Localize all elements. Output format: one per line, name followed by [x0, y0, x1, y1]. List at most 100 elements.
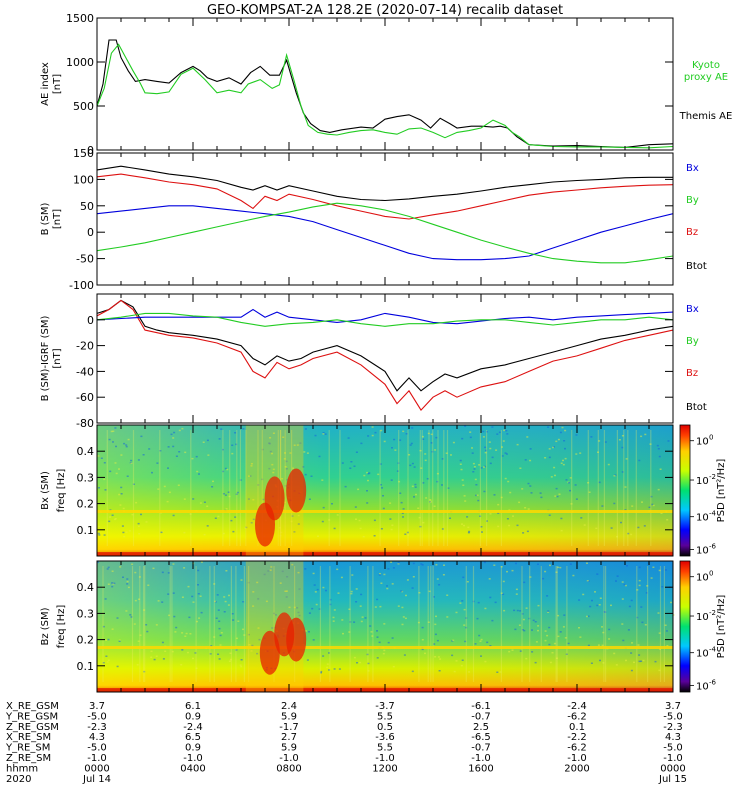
spectrogram-speckle	[599, 597, 602, 599]
spectrogram-speckle	[534, 661, 537, 664]
spectrogram-speckle	[595, 527, 598, 530]
spectrogram-speckle	[503, 429, 506, 432]
spectrogram-speckle	[587, 482, 590, 484]
spectrogram-speckle	[383, 649, 386, 652]
spectrogram-speckle	[567, 642, 570, 645]
spectrogram-speckle	[402, 616, 405, 618]
spectrogram-speckle	[578, 627, 580, 629]
spectrogram-speckle	[376, 598, 379, 601]
spectrogram-speckle	[322, 655, 325, 657]
spectrogram-speckle	[508, 524, 511, 527]
spectrogram-speckle	[298, 614, 301, 617]
spectrogram-speckle	[621, 471, 624, 473]
spectrogram-speckle	[177, 484, 180, 486]
spectrogram-speckle	[420, 563, 423, 565]
spectrogram-speckle	[644, 433, 647, 436]
spectrogram-speckle	[601, 505, 604, 507]
spectrogram-speckle	[652, 504, 655, 507]
spectrogram-speckle	[399, 439, 402, 441]
spectrogram-speckle	[658, 669, 661, 672]
spectrogram-speckle	[551, 652, 554, 654]
spectrogram-striation	[398, 430, 400, 546]
spectrogram-event	[264, 476, 285, 521]
spectrogram-speckle	[240, 665, 243, 668]
spectrogram-speckle	[360, 620, 363, 623]
spectrogram-speckle	[494, 601, 497, 604]
spectrogram-speckle	[308, 631, 310, 633]
ephemeris-cell: 4.3	[665, 732, 681, 743]
spectrogram-speckle	[506, 433, 509, 435]
spectrogram-speckle	[383, 440, 386, 443]
spectrogram-speckle	[115, 445, 117, 448]
spectrogram-speckle	[419, 525, 422, 528]
spectrogram-speckle	[336, 514, 339, 516]
spectrogram-speckle	[390, 561, 393, 563]
spectrogram-speckle	[405, 594, 407, 597]
spectrogram-speckle	[666, 519, 669, 521]
spectrogram-speckle	[442, 574, 445, 576]
spectrogram-speckle	[310, 475, 313, 477]
spectrogram-striation	[529, 566, 531, 682]
spectrogram-speckle	[129, 614, 132, 616]
spectrogram-speckle	[604, 441, 607, 443]
ephemeris-cell: 3.7	[665, 701, 681, 712]
spectrogram-speckle	[525, 657, 528, 660]
spectrogram-speckle	[586, 580, 589, 582]
spectrogram-speckle	[646, 585, 649, 587]
spectrogram-speckle	[435, 436, 438, 439]
ephemeris-cell: 0.5	[377, 722, 393, 733]
spectrogram-speckle	[328, 652, 330, 654]
spectrogram-speckle	[502, 440, 505, 442]
spectrogram-speckle	[638, 459, 641, 462]
spectrogram-speckle	[226, 468, 229, 471]
spectrogram-speckle	[157, 600, 160, 602]
spectrogram-striation	[500, 430, 502, 546]
colorbar-tick-exponent: -2	[709, 473, 716, 481]
spectrogram-speckle	[507, 480, 510, 483]
spectrogram-speckle	[250, 522, 253, 524]
spectrogram-striation	[659, 566, 662, 682]
ephemeris-row-label: Z_RE_GSM	[6, 722, 59, 733]
plot-frame	[96, 17, 674, 151]
spectrogram-speckle	[123, 535, 126, 538]
series-bz	[96, 299, 674, 412]
spectrogram-speckle	[414, 486, 417, 488]
spectrogram-speckle	[159, 450, 162, 452]
spectrogram-speckle	[406, 579, 409, 581]
spectrogram-speckle	[479, 640, 482, 642]
spectrogram-speckle	[631, 505, 634, 507]
spectrogram-speckle	[312, 639, 315, 641]
ephemeris-cell: -2.2	[567, 732, 587, 743]
spectrogram-speckle	[608, 628, 611, 631]
spectrogram-speckle	[109, 470, 112, 473]
spectrogram-speckle	[168, 491, 171, 494]
spectrogram-speckle	[142, 454, 145, 456]
colorbar-tick-exponent: 0	[709, 570, 713, 578]
spectrogram-speckle	[480, 638, 483, 641]
spectrogram-speckle	[112, 441, 114, 443]
spectrogram-speckle	[528, 617, 531, 620]
spectrogram-speckle	[311, 607, 314, 610]
spectrogram-speckle	[506, 570, 508, 573]
spectrogram-speckle	[379, 463, 382, 465]
spectrogram-speckle	[615, 580, 617, 582]
spectrogram-speckle	[196, 620, 198, 623]
spectrogram-speckle	[328, 669, 331, 671]
spectrogram-speckle	[172, 437, 175, 439]
spectrogram-speckle	[500, 592, 503, 594]
spectrogram-speckle	[670, 601, 672, 604]
spectrogram-striation	[131, 566, 134, 682]
spectrogram-speckle	[367, 662, 370, 665]
spectrogram-speckle	[469, 431, 472, 433]
legend-bx: Bx	[686, 163, 699, 174]
spectrogram-striation	[421, 430, 423, 546]
spectrogram-speckle	[122, 576, 124, 578]
spectrogram-speckle	[529, 576, 532, 578]
spectrogram-speckle	[217, 653, 220, 655]
spectrogram-speckle	[355, 451, 358, 453]
spectrogram-speckle	[411, 587, 414, 589]
spectrogram-speckle	[164, 650, 167, 652]
spectrogram-speckle	[228, 594, 230, 597]
spectrogram-speckle	[463, 608, 466, 611]
